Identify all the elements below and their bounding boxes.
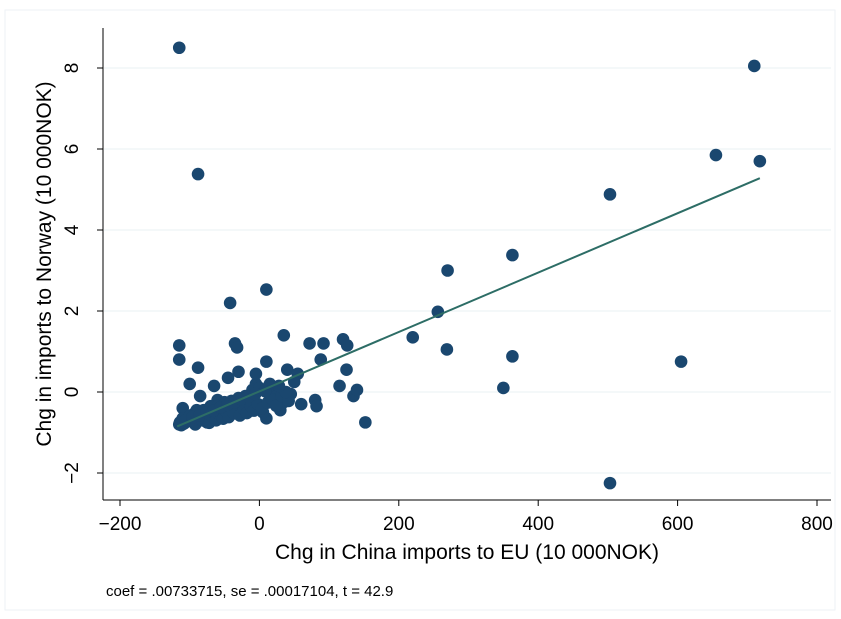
data-point bbox=[183, 377, 196, 391]
data-point bbox=[303, 337, 316, 350]
data-point bbox=[440, 343, 454, 356]
y-axis-ticks: −2 0 2 4 6 8 bbox=[62, 63, 103, 484]
y-tick-label: −2 bbox=[62, 462, 83, 484]
plot-area bbox=[103, 28, 831, 500]
x-tick-label: 200 bbox=[383, 514, 415, 535]
x-tick-label: 600 bbox=[662, 514, 694, 535]
data-point bbox=[333, 379, 346, 393]
data-point bbox=[294, 397, 308, 411]
data-point bbox=[314, 353, 328, 366]
data-point bbox=[249, 367, 263, 381]
x-axis-ticks: −200 0 200 400 600 800 bbox=[99, 500, 833, 535]
data-point bbox=[674, 355, 688, 368]
x-tick-label: 400 bbox=[522, 514, 554, 535]
grid-lines bbox=[104, 67, 831, 474]
data-point bbox=[223, 296, 237, 310]
data-point bbox=[406, 331, 420, 344]
data-point bbox=[260, 283, 273, 296]
data-point bbox=[172, 353, 186, 366]
data-point bbox=[350, 383, 364, 397]
data-point bbox=[506, 248, 519, 262]
y-tick-label: 6 bbox=[62, 144, 83, 155]
data-point bbox=[193, 389, 207, 403]
data-point bbox=[441, 264, 454, 277]
y-tick-label: 0 bbox=[62, 387, 83, 398]
data-point bbox=[280, 363, 294, 377]
data-point bbox=[191, 167, 205, 181]
x-tick-label: −200 bbox=[99, 514, 142, 535]
data-point bbox=[317, 337, 330, 350]
data-point bbox=[506, 350, 519, 363]
data-point bbox=[191, 361, 205, 375]
y-tick-label: 4 bbox=[62, 224, 83, 235]
data-point bbox=[340, 339, 354, 352]
data-point bbox=[221, 371, 235, 385]
data-point bbox=[603, 476, 617, 490]
x-axis-title: Chg in China imports to EU (10 000NOK) bbox=[275, 541, 659, 564]
data-point bbox=[747, 59, 761, 73]
data-point bbox=[497, 381, 510, 395]
data-point bbox=[172, 339, 186, 352]
data-point bbox=[753, 154, 767, 168]
data-point bbox=[207, 379, 221, 393]
data-point bbox=[310, 399, 323, 413]
data-point bbox=[269, 399, 283, 413]
x-tick-label: 800 bbox=[801, 514, 833, 535]
data-point bbox=[359, 416, 372, 429]
data-point bbox=[232, 365, 245, 379]
y-tick-label: 2 bbox=[62, 306, 83, 317]
data-point bbox=[260, 355, 273, 368]
y-axis-title: Chg in imports to Norway (10 000NOK) bbox=[33, 81, 56, 446]
fitted-line bbox=[176, 177, 761, 428]
x-tick-label: 0 bbox=[254, 514, 265, 535]
data-point bbox=[603, 188, 617, 201]
regression-note: coef = .00733715, se = .00017104, t = 42… bbox=[106, 583, 393, 600]
data-point bbox=[277, 329, 291, 342]
data-point bbox=[709, 148, 723, 162]
y-tick-label: 8 bbox=[62, 63, 83, 74]
data-point bbox=[230, 341, 244, 354]
data-point bbox=[172, 41, 186, 55]
data-point bbox=[340, 363, 353, 377]
